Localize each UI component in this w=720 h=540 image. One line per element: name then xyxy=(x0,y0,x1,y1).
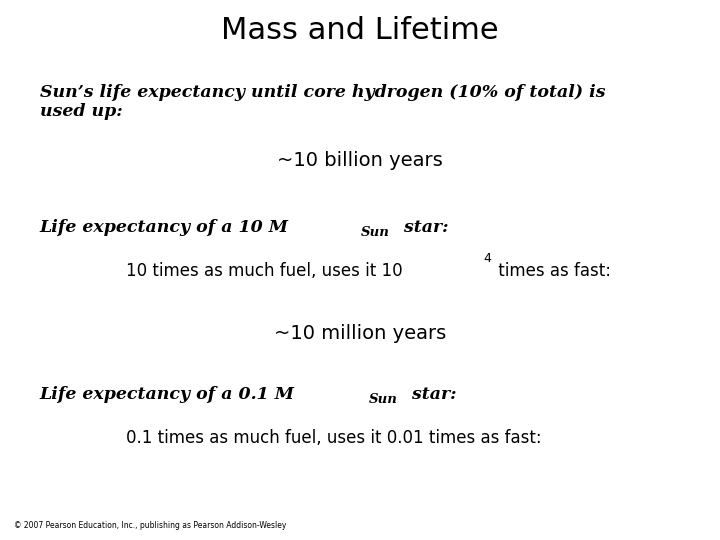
Text: Sun: Sun xyxy=(369,393,397,406)
Text: Life expectancy of a 0.1 M: Life expectancy of a 0.1 M xyxy=(40,386,294,403)
Text: 4: 4 xyxy=(483,252,491,265)
Text: Sun: Sun xyxy=(361,226,390,239)
Text: 10 times as much fuel, uses it 10: 10 times as much fuel, uses it 10 xyxy=(126,262,402,280)
Text: star:: star: xyxy=(406,386,456,403)
Text: star:: star: xyxy=(398,219,449,235)
Text: © 2007 Pearson Education, Inc., publishing as Pearson Addison-Wesley: © 2007 Pearson Education, Inc., publishi… xyxy=(14,521,287,530)
Text: ~10 million years: ~10 million years xyxy=(274,324,446,343)
Text: Life expectancy of a 10 M: Life expectancy of a 10 M xyxy=(40,219,289,235)
Text: Sun’s life expectancy until core hydrogen (10% of total) is
used up:: Sun’s life expectancy until core hydroge… xyxy=(40,84,605,120)
Text: Mass and Lifetime: Mass and Lifetime xyxy=(221,16,499,45)
Text: ~10 billion years: ~10 billion years xyxy=(277,151,443,170)
Text: times as fast:: times as fast: xyxy=(493,262,611,280)
Text: 0.1 times as much fuel, uses it 0.01 times as fast:: 0.1 times as much fuel, uses it 0.01 tim… xyxy=(126,429,541,447)
